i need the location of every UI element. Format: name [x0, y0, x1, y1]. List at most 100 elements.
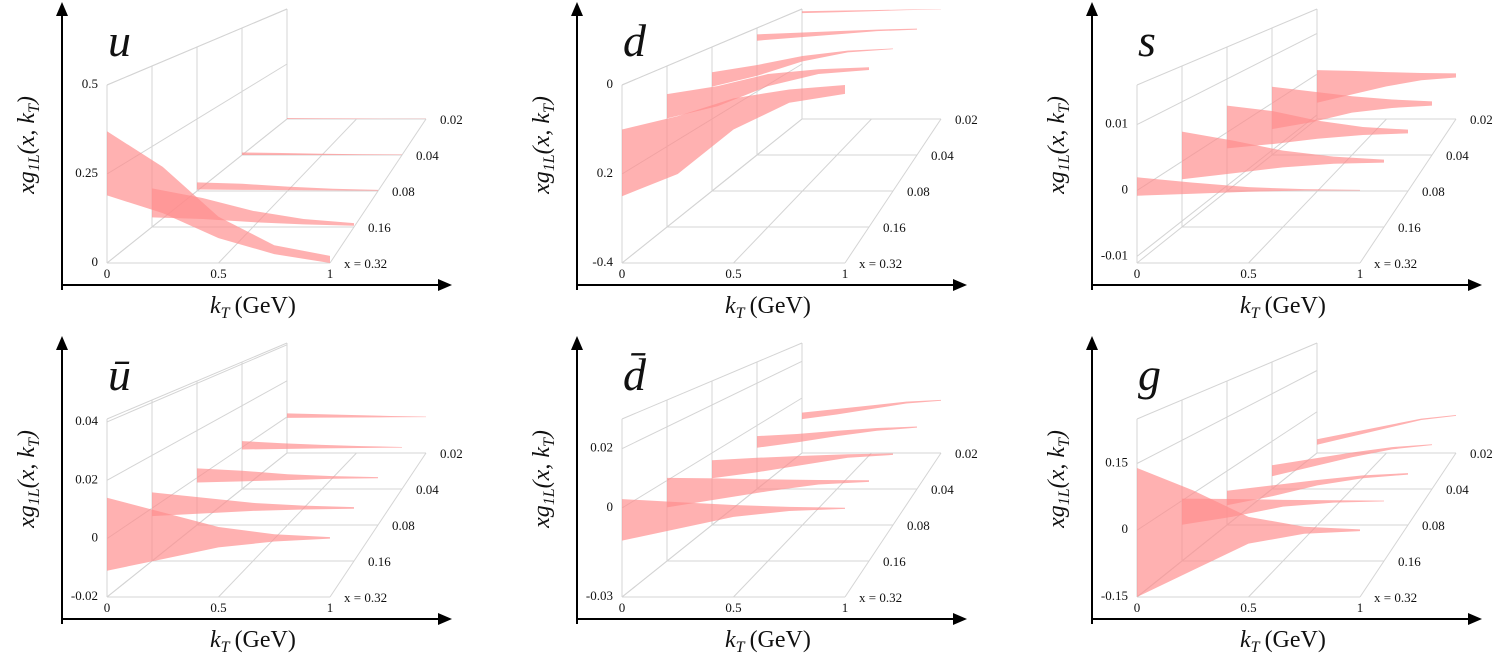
depth-label: 0.16	[883, 220, 906, 235]
depth-label: 0.04	[931, 148, 954, 163]
x-axis-label-part: T	[1251, 305, 1261, 322]
x-axis-label-part: T	[736, 639, 746, 656]
x-arrow	[1468, 279, 1482, 291]
x-tick-label: 0.5	[210, 600, 226, 615]
depth-label: 0.02	[955, 112, 978, 127]
y-tick-label: -0.15	[1101, 588, 1128, 603]
depth-label: 0.08	[907, 184, 930, 199]
y-grid-line	[621, 360, 803, 450]
band	[757, 426, 917, 448]
depth-label: 0.08	[392, 518, 415, 533]
depth-label: 0.04	[1446, 482, 1469, 497]
panel: 0 0.5 1-0.40.200.020.040.080.16x = 0.32dkT…	[529, 2, 978, 322]
x-tick-label: 1	[327, 266, 334, 281]
y-axis-label-part: (x, k	[1044, 113, 1070, 155]
y-axis-label-part: T	[26, 437, 43, 447]
depth-label: x = 0.32	[344, 590, 387, 605]
depth-label: x = 0.32	[1374, 590, 1417, 605]
depth-label: 0.04	[416, 148, 439, 163]
x-axis-label-part: k	[1240, 293, 1251, 319]
x-axis-label-part: T	[736, 305, 746, 322]
x-arrow	[953, 279, 967, 291]
y-tick-label: 0.25	[75, 165, 98, 180]
depth-label: 0.02	[440, 112, 463, 127]
depth-label: x = 0.32	[859, 590, 902, 605]
depth-label: 0.08	[392, 184, 415, 199]
y-axis-label: xg1L(x, kT)	[1044, 96, 1073, 195]
x-tick-label: 0	[104, 266, 111, 281]
x-axis-label-part: (GeV)	[750, 293, 811, 319]
x-tick-label: 1	[327, 600, 334, 615]
panel-title: ū	[108, 349, 131, 400]
x-axis-label-part: k	[210, 627, 221, 653]
depth-label: x = 0.32	[344, 256, 387, 271]
band	[802, 9, 941, 14]
depth-label: 0.04	[416, 482, 439, 497]
y-tick-label: -0.4	[592, 254, 613, 269]
y-grid-line	[106, 118, 288, 264]
x-axis-label-part: (GeV)	[235, 627, 296, 653]
y-arrow	[56, 336, 68, 350]
y-axis-label-part: T	[541, 103, 558, 113]
y-axis-label: xg1L(x, kT)	[1044, 430, 1073, 529]
x-tick-label: 1	[1357, 266, 1364, 281]
band	[1227, 105, 1408, 149]
wall-top	[1136, 342, 1318, 420]
y-grid-line	[1136, 32, 1318, 126]
depth-label: 0.16	[368, 554, 391, 569]
y-tick-label: 0.02	[590, 440, 613, 455]
x-tick-label: 0.5	[725, 266, 741, 281]
band	[712, 453, 893, 479]
x-tick-label: 0.5	[725, 600, 741, 615]
y-axis-label: xg1L(x, kT)	[14, 430, 43, 529]
panel: 0 0.5 1 -0.01 0 0.01 0.02 0.04 0.08 0.16 x = 0.32 s…	[1044, 2, 1493, 322]
y-axis-label-part: )	[529, 96, 555, 106]
y-tick-label: 0.5	[82, 76, 98, 91]
y-tick-label: -0.03	[586, 588, 613, 603]
y-tick-label: 0	[1122, 521, 1129, 536]
y-grid-line	[621, 452, 803, 598]
y-tick-label: 0	[607, 76, 614, 91]
x-axis-label-part: k	[725, 627, 736, 653]
y-arrow	[1086, 336, 1098, 350]
y-axis-label-part: (x, k	[529, 113, 555, 155]
depth-label: x = 0.32	[859, 256, 902, 271]
x-axis-label-part: k	[725, 293, 736, 319]
band	[107, 131, 330, 263]
y-axis-label-part: )	[529, 430, 555, 440]
y-axis-label-part: xg	[529, 171, 555, 195]
x-axis-label-part: (GeV)	[235, 293, 296, 319]
y-axis-label: xg1L(x, kT)	[529, 430, 558, 529]
x-axis-label-part: k	[1240, 627, 1251, 653]
x-tick-label: 0	[104, 600, 111, 615]
band	[287, 413, 426, 418]
y-axis-label: xg1L(x, kT)	[14, 96, 43, 195]
y-axis-label-part: 1L	[26, 154, 43, 171]
band	[197, 182, 378, 191]
y-axis-label-part: )	[1044, 430, 1070, 440]
y-tick-label: 0	[92, 254, 99, 269]
panel: 0 0.5 1 -0.02 0 0.02 0.04 0.02 0.04 0.08 0.16 x = 0…	[14, 336, 463, 656]
band	[287, 118, 426, 119]
x-grid-line	[844, 452, 942, 598]
panel-title: g	[1138, 349, 1161, 400]
depth-label: 0.08	[1422, 184, 1445, 199]
depth-label: 0.16	[883, 554, 906, 569]
x-axis-label: kT (GeV)	[725, 293, 811, 322]
y-arrow	[56, 2, 68, 16]
x-arrow	[438, 613, 452, 625]
panel-title: d	[623, 15, 647, 66]
band	[757, 28, 917, 41]
y-arrow	[571, 2, 583, 16]
band	[712, 48, 893, 87]
y-axis-label-part: xg	[14, 505, 40, 529]
band	[802, 399, 941, 420]
y-axis-label-part: (x, k	[529, 447, 555, 489]
band	[152, 492, 354, 517]
x-arrow	[438, 279, 452, 291]
y-tick-label: -0.02	[71, 588, 98, 603]
y-axis-label-part: (x, k	[1044, 447, 1070, 489]
band	[667, 477, 869, 508]
